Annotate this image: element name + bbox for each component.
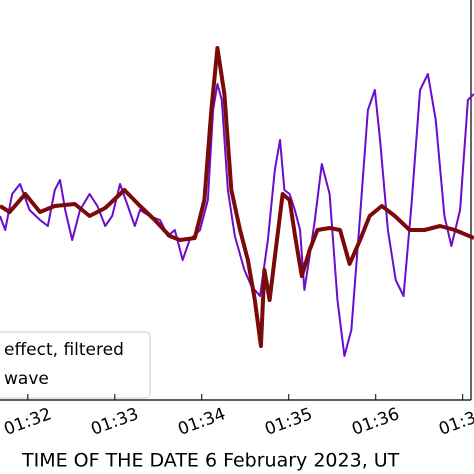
x-tick-label: 01:36 <box>349 404 402 440</box>
x-tick-label: 01:33 <box>88 404 141 440</box>
x-tick-label: 01:32 <box>1 404 54 440</box>
series-line <box>0 46 474 348</box>
legend-label: effect, filtered <box>4 340 124 360</box>
x-axis-label: TIME OF THE DATE 6 February 2023, UT <box>21 450 400 472</box>
plot-area <box>0 46 474 357</box>
x-tick-label: 01:35 <box>262 404 315 440</box>
x-tick-label: 01:34 <box>175 404 228 440</box>
legend-label: wave <box>4 369 49 389</box>
x-tick-label: 01:37 <box>436 404 474 440</box>
legend <box>0 331 151 399</box>
